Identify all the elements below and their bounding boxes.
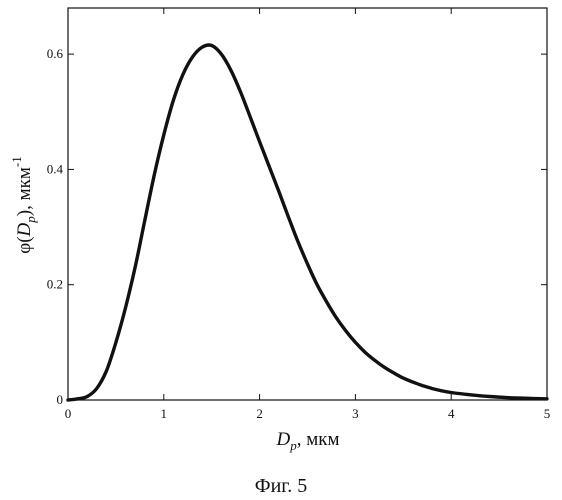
figure-caption: Фиг. 5 [255, 475, 307, 497]
x-tick-label: 1 [161, 406, 168, 421]
y-tick-label: 0.6 [47, 46, 64, 61]
distribution-curve [68, 45, 547, 400]
axis-ticks [68, 8, 547, 400]
plot-frame [68, 8, 547, 400]
x-tick-label: 3 [352, 406, 359, 421]
x-tick-label: 4 [448, 406, 455, 421]
y-tick-label: 0 [57, 392, 64, 407]
x-tick-label: 0 [65, 406, 72, 421]
tick-labels: 0 1 2 3 4 5 0 0.2 0.4 0.6 [47, 46, 551, 421]
y-axis-label: φ(Dp), мкм-1 [9, 156, 38, 253]
y-tick-label: 0.2 [47, 277, 63, 292]
x-tick-label: 2 [256, 406, 263, 421]
x-tick-label: 5 [544, 406, 551, 421]
x-axis-label: Dp, мкм [275, 429, 339, 453]
y-tick-label: 0.4 [47, 161, 64, 176]
